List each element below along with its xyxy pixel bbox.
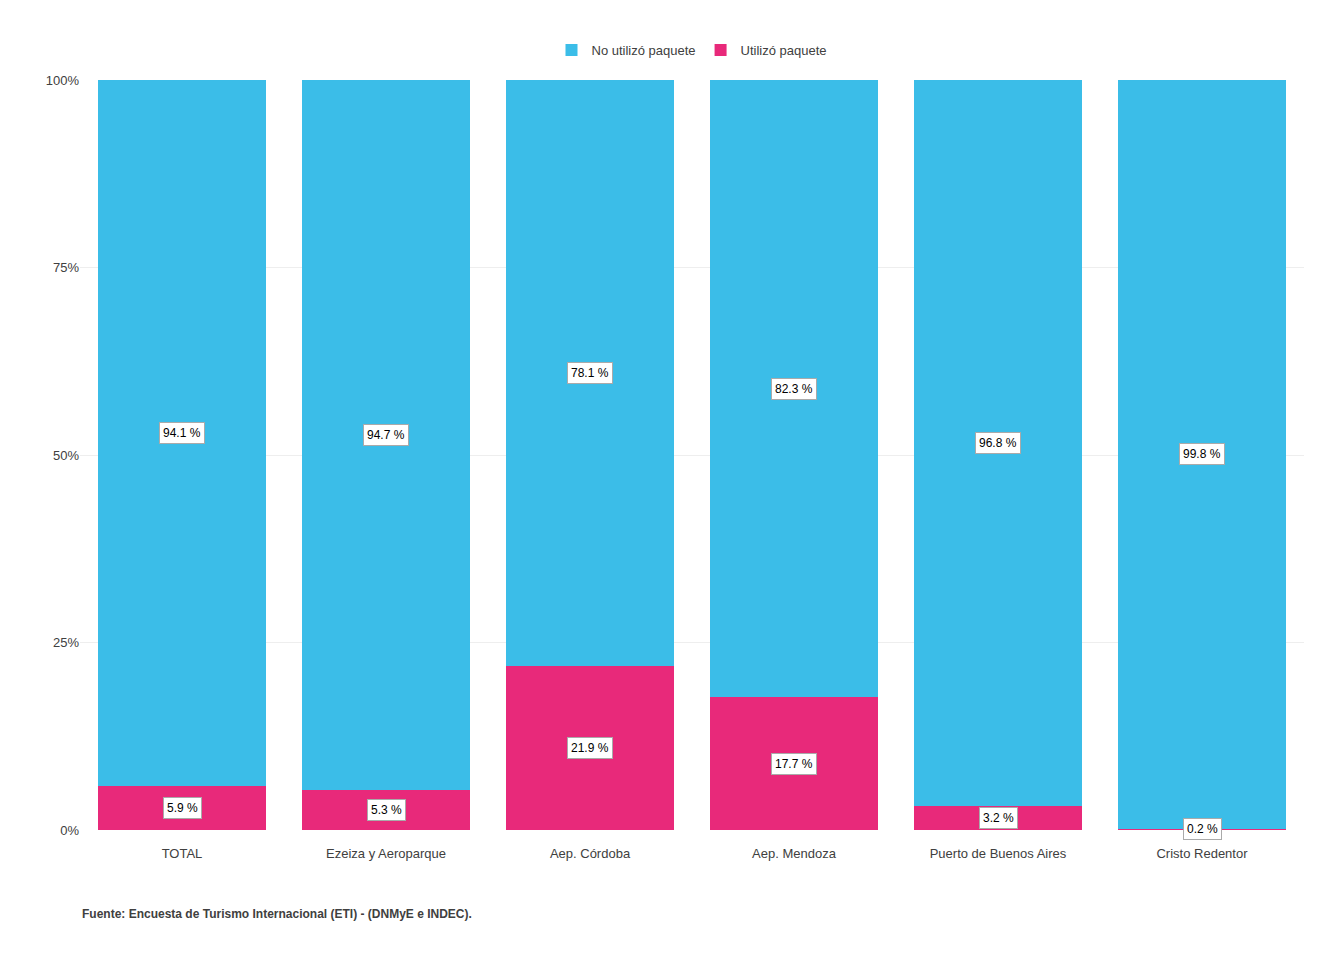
svg-text:21.9 %: 21.9 % [571, 741, 609, 755]
svg-text:75%: 75% [53, 260, 79, 275]
svg-text:3.2 %: 3.2 % [983, 811, 1014, 825]
svg-text:94.7 %: 94.7 % [367, 428, 405, 442]
svg-text:0%: 0% [60, 823, 79, 838]
svg-text:Fuente: Encuesta de Turismo In: Fuente: Encuesta de Turismo Internaciona… [82, 907, 472, 921]
svg-text:94.1 %: 94.1 % [163, 426, 201, 440]
svg-text:Puerto de Buenos Aires: Puerto de Buenos Aires [930, 846, 1067, 861]
svg-text:17.7 %: 17.7 % [775, 757, 813, 771]
svg-text:100%: 100% [46, 73, 80, 88]
svg-text:No utilizó paquete: No utilizó paquete [592, 43, 696, 58]
svg-text:50%: 50% [53, 448, 79, 463]
svg-text:Aep. Córdoba: Aep. Córdoba [550, 846, 631, 861]
svg-text:0.2 %: 0.2 % [1187, 822, 1218, 836]
svg-text:99.8 %: 99.8 % [1183, 447, 1221, 461]
svg-text:5.3 %: 5.3 % [371, 803, 402, 817]
svg-text:Aep. Mendoza: Aep. Mendoza [752, 846, 837, 861]
svg-text:Cristo Redentor: Cristo Redentor [1156, 846, 1248, 861]
svg-text:82.3 %: 82.3 % [775, 382, 813, 396]
svg-text:78.1 %: 78.1 % [571, 366, 609, 380]
svg-text:25%: 25% [53, 635, 79, 650]
svg-text:5.9 %: 5.9 % [167, 801, 198, 815]
svg-text:Utilizó paquete: Utilizó paquete [741, 43, 827, 58]
svg-text:96.8 %: 96.8 % [979, 436, 1017, 450]
svg-text:TOTAL: TOTAL [162, 846, 203, 861]
svg-text:Ezeiza y Aeroparque: Ezeiza y Aeroparque [326, 846, 446, 861]
